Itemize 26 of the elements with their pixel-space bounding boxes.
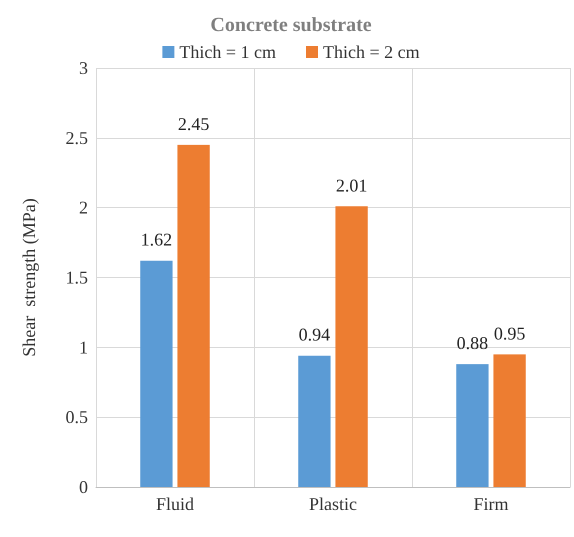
- data-label: 2.01: [336, 175, 368, 196]
- data-label: 1.62: [140, 230, 172, 250]
- data-label: 0.94: [298, 324, 330, 345]
- legend-label: Thich = 2 cm: [323, 42, 420, 62]
- x-tick-label: Firm: [473, 494, 509, 514]
- y-tick-label: 3: [79, 58, 88, 78]
- data-label: 0.95: [494, 323, 526, 344]
- y-tick-label: 2: [79, 198, 88, 218]
- data-label: 2.45: [178, 114, 210, 134]
- bar: [140, 260, 173, 487]
- bar: [456, 364, 489, 487]
- bar: [335, 206, 368, 487]
- chart-title: Concrete substrate: [210, 14, 372, 36]
- y-axis-title: Shear strength (MPa): [19, 198, 39, 357]
- data-label: 0.88: [456, 333, 488, 354]
- bar: [177, 144, 210, 487]
- y-tick-label: 0: [79, 477, 88, 497]
- bar: [298, 356, 331, 487]
- y-tick-label: 2.5: [66, 128, 88, 148]
- x-tick-label: Plastic: [309, 494, 358, 514]
- bar: [493, 354, 526, 487]
- y-tick-label: 0.5: [66, 407, 88, 428]
- legend-label: Thich = 1 cm: [179, 42, 276, 62]
- y-tick-label: 1.5: [66, 268, 88, 288]
- y-tick-label: 1: [79, 337, 88, 358]
- x-tick-label: Fluid: [156, 494, 194, 514]
